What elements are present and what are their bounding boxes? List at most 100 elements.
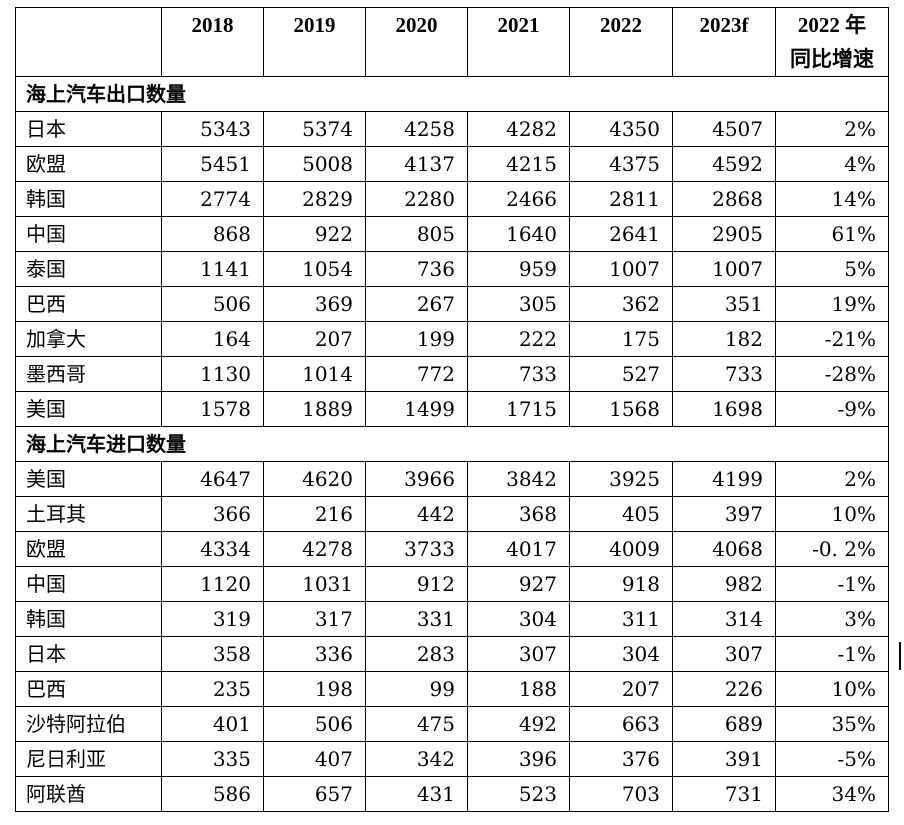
cell-value: 331 <box>365 601 468 637</box>
row-label: 巴西 <box>15 671 162 707</box>
cell-value: 1031 <box>263 566 366 602</box>
cell-value: 733 <box>672 356 776 392</box>
header-year: 2021 <box>467 7 570 77</box>
table-row: 沙特阿拉伯 401 506 475 492 663 689 35% <box>15 706 889 742</box>
cell-value: 5451 <box>161 146 264 182</box>
cell-value: 1499 <box>365 391 468 427</box>
cell-value: 4258 <box>365 111 468 147</box>
cell-value: 927 <box>467 566 570 602</box>
cell-value: 342 <box>365 741 468 777</box>
cell-value: 506 <box>161 286 264 322</box>
cell-value: 376 <box>569 741 673 777</box>
row-label: 日本 <box>15 636 162 672</box>
cell-value: 283 <box>365 636 468 672</box>
cell-growth: 4% <box>775 146 889 182</box>
cell-value: 317 <box>263 601 366 637</box>
table-row: 阿联酋 586 657 431 523 703 731 34% <box>15 776 889 812</box>
cell-value: 222 <box>467 321 570 357</box>
cell-growth: 2% <box>775 111 889 147</box>
row-label: 日本 <box>15 111 162 147</box>
table-row: 中国 868 922 805 1640 2641 2905 61% <box>15 216 889 252</box>
cell-value: 207 <box>263 321 366 357</box>
cell-growth: -1% <box>775 636 889 672</box>
cell-value: 182 <box>672 321 776 357</box>
cell-value: 188 <box>467 671 570 707</box>
row-label: 中国 <box>15 566 162 602</box>
cell-value: 731 <box>672 776 776 812</box>
row-label: 中国 <box>15 216 162 252</box>
cell-value: 307 <box>467 636 570 672</box>
cell-growth: -28% <box>775 356 889 392</box>
cell-value: 1141 <box>161 251 264 287</box>
cell-value: 2641 <box>569 216 673 252</box>
cell-value: 362 <box>569 286 673 322</box>
cell-value: 922 <box>263 216 366 252</box>
table-row: 欧盟 4334 4278 3733 4017 4009 4068 -0. 2% <box>15 531 889 567</box>
row-label: 泰国 <box>15 251 162 287</box>
row-label: 欧盟 <box>15 146 162 182</box>
row-label: 美国 <box>15 461 162 497</box>
cell-growth: 61% <box>775 216 889 252</box>
cell-value: 401 <box>161 706 264 742</box>
table-row: 墨西哥 1130 1014 772 733 527 733 -28% <box>15 356 889 392</box>
cell-value: 703 <box>569 776 673 812</box>
cell-value: 391 <box>672 741 776 777</box>
cell-value: 366 <box>161 496 264 532</box>
row-label: 阿联酋 <box>15 776 162 812</box>
cell-growth: 10% <box>775 496 889 532</box>
cell-value: 2811 <box>569 181 673 217</box>
data-table: 2018 2019 2020 2021 2022 2023f 2022 年 同比… <box>15 7 889 812</box>
cell-value: 5374 <box>263 111 366 147</box>
cell-growth: 19% <box>775 286 889 322</box>
table-row: 美国 4647 4620 3966 3842 3925 4199 2% <box>15 461 889 497</box>
header-year: 2018 <box>161 7 264 77</box>
cell-value: 307 <box>672 636 776 672</box>
table-row: 欧盟 5451 5008 4137 4215 4375 4592 4% <box>15 146 889 182</box>
cell-value: 198 <box>263 671 366 707</box>
cell-value: 336 <box>263 636 366 672</box>
cell-growth: -9% <box>775 391 889 427</box>
table-row: 中国 1120 1031 912 927 918 982 -1% <box>15 566 889 602</box>
cell-value: 1715 <box>467 391 570 427</box>
table-row: 韩国 2774 2829 2280 2466 2811 2868 14% <box>15 181 889 217</box>
cell-value: 267 <box>365 286 468 322</box>
table-row: 日本 5343 5374 4258 4282 4350 4507 2% <box>15 111 889 147</box>
cell-value: 2774 <box>161 181 264 217</box>
cell-value: 3733 <box>365 531 468 567</box>
cell-value: 1120 <box>161 566 264 602</box>
cell-value: 5008 <box>263 146 366 182</box>
cell-value: 733 <box>467 356 570 392</box>
cell-value: 4068 <box>672 531 776 567</box>
cell-value: 982 <box>672 566 776 602</box>
cell-value: 319 <box>161 601 264 637</box>
section-row: 海上汽车出口数量 <box>15 76 889 112</box>
cell-value: 1889 <box>263 391 366 427</box>
cell-value: 4375 <box>569 146 673 182</box>
cell-value: 2829 <box>263 181 366 217</box>
section-title: 海上汽车出口数量 <box>15 76 889 112</box>
cell-value: 1578 <box>161 391 264 427</box>
cell-value: 475 <box>365 706 468 742</box>
cell-value: 868 <box>161 216 264 252</box>
cell-value: 912 <box>365 566 468 602</box>
cell-value: 304 <box>467 601 570 637</box>
cell-value: 304 <box>569 636 673 672</box>
cell-value: 1698 <box>672 391 776 427</box>
row-label: 土耳其 <box>15 496 162 532</box>
cell-value: 4620 <box>263 461 366 497</box>
cell-value: 405 <box>569 496 673 532</box>
cell-value: 959 <box>467 251 570 287</box>
cell-value: 689 <box>672 706 776 742</box>
row-label: 墨西哥 <box>15 356 162 392</box>
cell-value: 396 <box>467 741 570 777</box>
row-label: 韩国 <box>15 181 162 217</box>
cell-value: 358 <box>161 636 264 672</box>
table-row: 韩国 319 317 331 304 311 314 3% <box>15 601 889 637</box>
table-row: 泰国 1141 1054 736 959 1007 1007 5% <box>15 251 889 287</box>
cell-value: 3925 <box>569 461 673 497</box>
cell-value: 523 <box>467 776 570 812</box>
cell-value: 492 <box>467 706 570 742</box>
cell-growth: 5% <box>775 251 889 287</box>
header-growth-line1: 2022 年 <box>797 13 867 37</box>
table-row: 巴西 506 369 267 305 362 351 19% <box>15 286 889 322</box>
